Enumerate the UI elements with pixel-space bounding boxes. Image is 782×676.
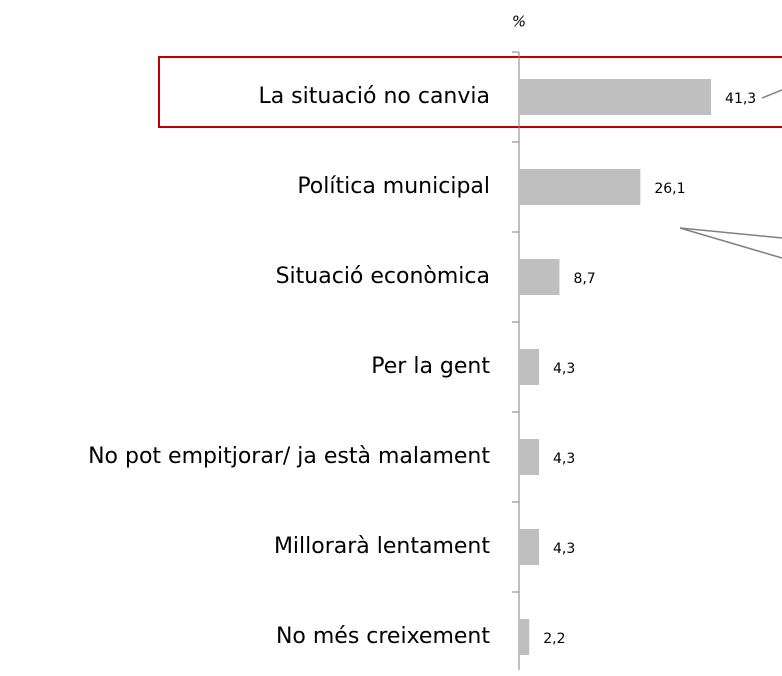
connector [679,227,782,239]
bar [519,529,539,565]
connectors [679,89,782,259]
category-label: La situació no canvia [258,84,490,109]
value-label: 26,1 [654,181,685,197]
bar [519,169,641,205]
bar [519,439,539,475]
value-label: 41,3 [725,91,756,107]
value-label: 8,7 [573,271,595,287]
bar [519,349,539,385]
connector [761,89,782,99]
bar [519,259,560,295]
connector [679,227,782,259]
category-label: Millorarà lentament [274,534,490,559]
category-label: Per la gent [371,354,490,379]
highlight-box [158,56,782,128]
bar [519,619,530,655]
category-label: No més creixement [276,624,490,649]
value-label: 4,3 [553,541,575,557]
value-label: 2,2 [543,631,565,647]
value-label: 4,3 [553,451,575,467]
bar [519,79,712,115]
category-label: Situació econòmica [276,264,490,289]
value-label: 4,3 [553,361,575,377]
category-label: Política municipal [297,174,490,199]
category-label: No pot empitjorar/ ja està malament [88,444,490,469]
unit-label: % [512,13,526,31]
